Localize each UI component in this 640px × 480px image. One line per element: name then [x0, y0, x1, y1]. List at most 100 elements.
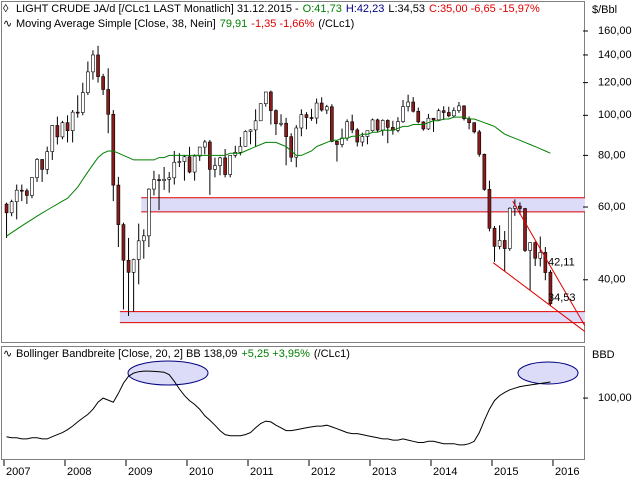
y-tick-label: 40,00	[598, 274, 626, 286]
candle-body	[462, 105, 466, 119]
candle-body	[350, 121, 354, 131]
candle-body	[335, 141, 339, 145]
y-tick-label: 140,00	[598, 49, 632, 61]
candle-body	[421, 121, 426, 130]
title-part: -1,35 -1,66%	[251, 18, 314, 30]
candle-body	[401, 106, 405, 122]
candle-body	[441, 110, 446, 113]
candle-body	[385, 120, 390, 128]
candle-body	[345, 121, 349, 139]
candle-body	[192, 155, 197, 173]
candle-body	[218, 157, 222, 166]
candle-body	[238, 146, 243, 153]
candle-body	[294, 127, 299, 158]
title-part: C:35,00 -6,65 -15,97%	[429, 3, 540, 15]
candle-body	[70, 111, 75, 131]
candle-body	[538, 252, 543, 259]
candle-body	[543, 252, 548, 273]
candle-body	[4, 203, 9, 214]
annotation: 42,11	[548, 256, 575, 268]
candle-body	[507, 207, 512, 249]
candle-body	[91, 54, 95, 73]
candle-body	[533, 242, 537, 259]
zone	[141, 197, 586, 212]
x-tick-label: 2009	[128, 466, 152, 478]
candle-body	[131, 259, 136, 273]
highlight-ellipse	[517, 361, 579, 385]
candle-body	[497, 240, 502, 247]
candle-body	[253, 120, 258, 131]
candle-body	[233, 151, 238, 156]
title-part: L:34,53	[388, 3, 425, 15]
candle-body	[136, 240, 141, 260]
x-tick-label: 2015	[494, 466, 518, 478]
candle-body	[162, 179, 166, 181]
ma-legend: Moving Average Simple [Close, 38, Nein] 7…	[16, 18, 354, 30]
candle-body	[35, 159, 39, 178]
candle-body	[263, 91, 268, 105]
candle-body	[411, 101, 415, 112]
candle-body	[14, 189, 19, 203]
icon: ∿	[3, 18, 12, 30]
candle-body	[213, 165, 217, 170]
x-tick-label: 2012	[311, 466, 335, 478]
x-tick-label: 2013	[372, 466, 396, 478]
candle-body	[96, 54, 100, 77]
candle-body	[370, 119, 375, 131]
candle-body	[492, 227, 497, 247]
y-tick-label: 60,00	[598, 201, 626, 213]
price-layer: 42,11 34,53	[4, 45, 586, 332]
annotation: 34,53	[548, 292, 576, 304]
x-tick-label: 2011	[250, 466, 274, 478]
candle-body	[121, 224, 126, 261]
title-part: H:42,23	[346, 3, 385, 15]
candle-body	[299, 114, 304, 129]
candle-body	[106, 89, 111, 115]
candle-body	[304, 114, 309, 118]
candle-body	[116, 184, 121, 225]
candle-body	[477, 131, 482, 155]
candle-body	[330, 106, 334, 142]
candle-body	[55, 125, 60, 138]
candle-body	[269, 91, 273, 111]
candle-body	[487, 189, 492, 229]
candle-body	[457, 105, 461, 111]
y-tick-label: 120,00	[598, 77, 632, 89]
bandwidth-line	[6, 370, 551, 446]
candle-body	[309, 117, 314, 119]
candle-body	[523, 208, 527, 251]
candle-body	[111, 113, 116, 186]
title-part: (/CLc1)	[314, 348, 350, 360]
candle-body	[40, 159, 44, 170]
y-axis-unit: BBD	[592, 349, 615, 361]
candle-body	[101, 76, 105, 90]
trendline	[492, 262, 585, 332]
y-axis-unit: $/Bbl	[592, 4, 617, 16]
candle-body	[182, 156, 187, 162]
candle-body	[528, 242, 532, 251]
title-part: Bollinger Bandbreite [Close, 20, 2] BB 1…	[16, 348, 237, 360]
title-part: LIGHT CRUDE JA/d [/CLc1 LAST Monatlich] …	[16, 3, 299, 15]
candle-body	[274, 110, 278, 125]
candle-body	[126, 259, 131, 273]
candle-body	[324, 106, 329, 111]
x-tick-label: 2007	[6, 466, 30, 478]
candle-body	[60, 122, 65, 138]
price-panel-frame	[1, 1, 585, 343]
x-tick-label: 2016	[555, 466, 579, 478]
zone	[119, 311, 585, 323]
candle-body	[19, 189, 24, 192]
candle-body	[223, 157, 227, 175]
candle-body	[30, 177, 34, 196]
highlight-ellipse	[127, 360, 209, 386]
candle-body	[284, 122, 288, 137]
candle-body	[25, 190, 29, 196]
indicator-layer: 2007 2008 2009 2010 2011 2012 2013 2014 2015 2016	[3, 370, 579, 478]
title-part: Moving Average Simple [Close, 38, Nein]	[16, 18, 216, 30]
candle-body	[248, 129, 253, 132]
candle-body	[152, 179, 156, 190]
candle-body	[45, 151, 50, 170]
candle-body	[157, 179, 161, 181]
